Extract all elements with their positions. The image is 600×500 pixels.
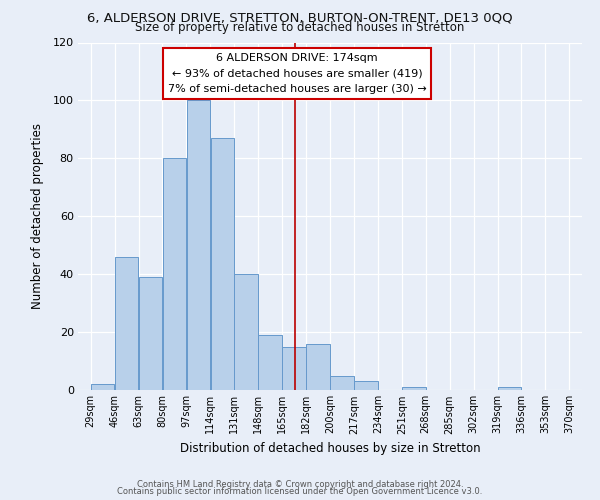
Text: Size of property relative to detached houses in Stretton: Size of property relative to detached ho…	[136, 22, 464, 35]
X-axis label: Distribution of detached houses by size in Stretton: Distribution of detached houses by size …	[179, 442, 481, 455]
Bar	[306, 344, 330, 390]
Bar	[330, 376, 354, 390]
Text: 6, ALDERSON DRIVE, STRETTON, BURTON-ON-TRENT, DE13 0QQ: 6, ALDERSON DRIVE, STRETTON, BURTON-ON-T…	[87, 12, 513, 24]
Bar	[163, 158, 186, 390]
Bar	[283, 346, 306, 390]
Text: Contains HM Land Registry data © Crown copyright and database right 2024.: Contains HM Land Registry data © Crown c…	[137, 480, 463, 489]
Text: 6 ALDERSON DRIVE: 174sqm  
← 93% of detached houses are smaller (419)
7% of semi: 6 ALDERSON DRIVE: 174sqm ← 93% of detach…	[168, 53, 427, 94]
Bar	[115, 257, 139, 390]
Bar	[259, 335, 282, 390]
Bar	[211, 138, 234, 390]
Bar	[402, 387, 425, 390]
Bar	[187, 100, 210, 390]
Y-axis label: Number of detached properties: Number of detached properties	[31, 123, 44, 309]
Bar	[139, 277, 162, 390]
Text: Contains public sector information licensed under the Open Government Licence v3: Contains public sector information licen…	[118, 487, 482, 496]
Bar	[498, 387, 521, 390]
Bar	[235, 274, 258, 390]
Bar	[91, 384, 115, 390]
Bar	[354, 382, 377, 390]
